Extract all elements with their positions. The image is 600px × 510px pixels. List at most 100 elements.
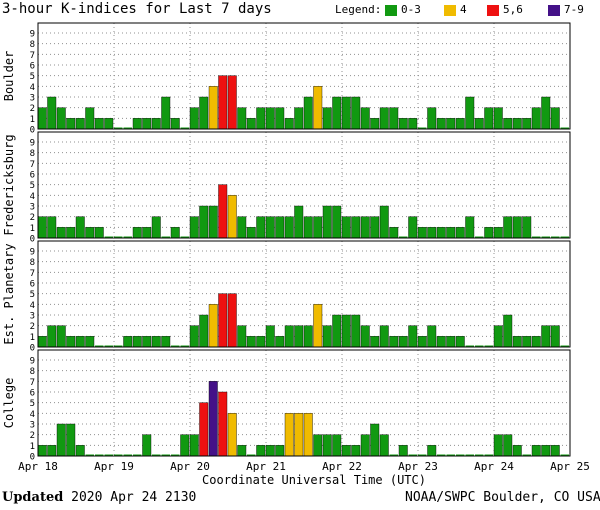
- kindex-bar: [322, 107, 332, 130]
- y-tick-label: 1: [30, 224, 35, 234]
- kindex-bar: [256, 216, 266, 239]
- kindex-bar: [417, 227, 427, 239]
- kindex-bar: [284, 216, 294, 239]
- legend-swatch-2: [487, 5, 499, 16]
- kindex-bar: [379, 325, 389, 348]
- y-tick-label: 8: [30, 40, 35, 50]
- kindex-bar: [332, 96, 342, 130]
- kindex-bar: [370, 336, 380, 348]
- kindex-bar: [246, 118, 256, 130]
- y-tick-label: 1: [30, 442, 35, 452]
- kindex-bar: [370, 118, 380, 130]
- kindex-bar: [332, 205, 342, 239]
- panel-frame: [37, 240, 571, 348]
- kindex-bar: [541, 96, 551, 130]
- kindex-bar: [550, 107, 560, 130]
- y-tick-label: 2: [30, 431, 35, 441]
- kindex-bar: [493, 227, 503, 239]
- kindex-bar: [341, 96, 351, 130]
- x-tick-label: Apr 19: [94, 460, 134, 473]
- kindex-bar: [398, 336, 408, 348]
- kindex-bar: [208, 381, 218, 457]
- kindex-bar: [189, 434, 199, 457]
- kindex-bar: [493, 434, 503, 457]
- kindex-bar: [142, 118, 152, 130]
- kindex-bar: [313, 304, 323, 348]
- kindex-bar: [56, 227, 66, 239]
- panel-frame: [37, 131, 571, 239]
- kindex-bar: [427, 227, 437, 239]
- kindex-bar: [550, 325, 560, 348]
- kindex-bar: [256, 107, 266, 130]
- kindex-bar: [512, 216, 522, 239]
- kindex-bar: [303, 216, 313, 239]
- x-tick-label: Apr 20: [170, 460, 210, 473]
- kindex-bar: [47, 96, 57, 130]
- kindex-bar: [66, 423, 76, 457]
- kindex-bar: [341, 445, 351, 457]
- kindex-bar: [408, 118, 418, 130]
- kindex-bar: [237, 107, 247, 130]
- kindex-bar: [132, 227, 142, 239]
- kindex-bar: [66, 118, 76, 130]
- y-tick-label: 7: [30, 269, 35, 279]
- y-tick-label: 8: [30, 149, 35, 159]
- y-tick-label: 4: [30, 410, 35, 420]
- kindex-bar: [189, 216, 199, 239]
- kindex-bar: [256, 336, 266, 348]
- kindex-bar: [208, 304, 218, 348]
- legend-item-label: 4: [460, 3, 467, 16]
- station-label: Fredericksburg: [2, 134, 16, 235]
- kindex-bar: [379, 434, 389, 457]
- kindex-bar: [303, 325, 313, 348]
- x-tick-label: Apr 23: [398, 460, 438, 473]
- kindex-bar: [512, 336, 522, 348]
- kindex-bar: [512, 445, 522, 457]
- legend-swatch-3: [548, 5, 560, 16]
- y-tick-label: 5: [30, 72, 35, 82]
- kindex-bar: [370, 216, 380, 239]
- kindex-bar: [522, 118, 532, 130]
- y-tick-label: 8: [30, 258, 35, 268]
- kindex-bar: [294, 413, 304, 457]
- kindex-bar: [389, 336, 399, 348]
- kindex-bar: [75, 118, 85, 130]
- kindex-bar: [56, 423, 66, 457]
- kindex-bar: [294, 107, 304, 130]
- updated-line: Updated 2020 Apr 24 2130: [2, 490, 196, 505]
- kindex-bar: [408, 216, 418, 239]
- legend-item-label: 7-9: [564, 3, 584, 16]
- kindex-bar: [47, 216, 57, 239]
- panel-frame: [37, 349, 571, 457]
- kindex-bar: [237, 216, 247, 239]
- y-tick-label: 6: [30, 389, 35, 399]
- kindex-bar: [436, 336, 446, 348]
- kindex-bar: [199, 96, 209, 130]
- kindex-bar: [75, 336, 85, 348]
- kindex-bar: [208, 86, 218, 130]
- kindex-bar: [151, 216, 161, 239]
- kindex-bar: [218, 184, 228, 239]
- kindex-bar: [227, 413, 237, 457]
- y-tick-label: 6: [30, 62, 35, 72]
- y-tick-label: 9: [30, 30, 35, 40]
- kindex-bar: [379, 107, 389, 130]
- kindex-bar: [465, 216, 475, 239]
- kindex-bar: [484, 107, 494, 130]
- y-tick-label: 5: [30, 290, 35, 300]
- updated-label: Updated: [2, 490, 64, 505]
- kindex-bar: [503, 434, 513, 457]
- x-tick-label: Apr 24: [474, 460, 514, 473]
- kindex-bar: [208, 205, 218, 239]
- y-tick-label: 2: [30, 322, 35, 332]
- y-tick-label: 3: [30, 421, 35, 431]
- kindex-bar: [37, 445, 47, 457]
- legend-item-label: 5,6: [503, 3, 523, 16]
- kindex-bar: [351, 445, 361, 457]
- kindex-bar: [142, 434, 152, 457]
- kindex-bar: [94, 118, 104, 130]
- station-label: Boulder: [2, 51, 16, 102]
- kindex-bar: [294, 205, 304, 239]
- kindex-bar: [398, 445, 408, 457]
